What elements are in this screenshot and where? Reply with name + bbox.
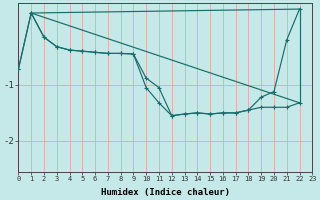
X-axis label: Humidex (Indice chaleur): Humidex (Indice chaleur)	[101, 188, 230, 197]
